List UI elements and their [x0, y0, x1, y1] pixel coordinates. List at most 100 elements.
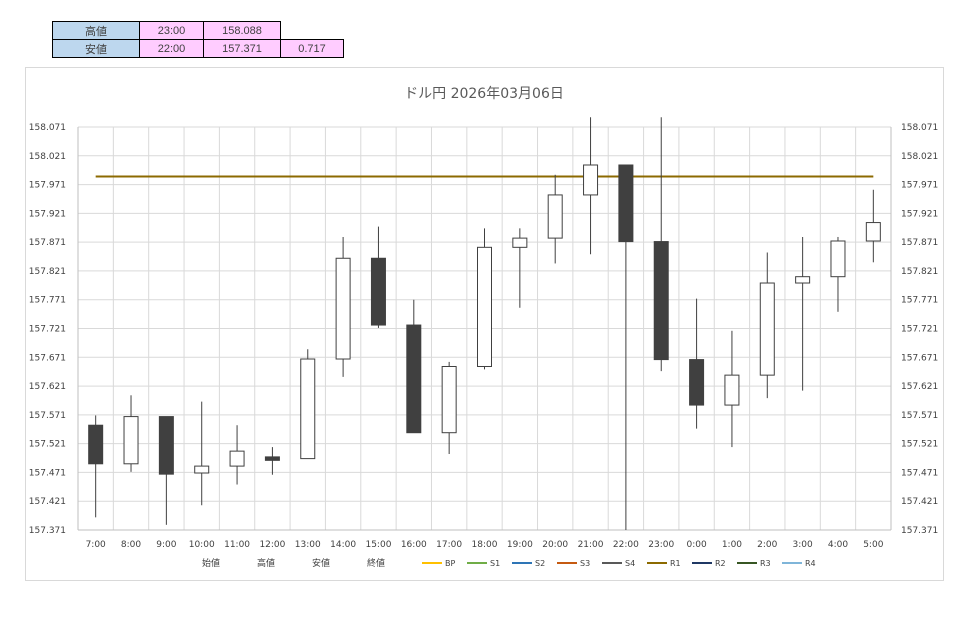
y-tick-label-right: 157.671	[901, 353, 938, 363]
y-tick-label-left: 157.871	[29, 238, 66, 248]
y-tick-label-right: 158.071	[901, 123, 938, 133]
y-tick-label-right: 157.471	[901, 468, 938, 478]
y-tick-label-right: 157.871	[901, 238, 938, 248]
candle-body	[194, 465, 210, 474]
y-tick-label-right: 157.521	[901, 440, 938, 450]
candle-body	[335, 257, 351, 360]
legend-label-s1: S1	[490, 559, 500, 568]
high-time-cell: 23:00	[139, 21, 204, 40]
x-tick-label: 18:00	[472, 540, 498, 550]
y-tick-label-right: 157.371	[901, 526, 938, 536]
legend-label: 高値	[257, 557, 275, 569]
candle-body	[653, 241, 669, 361]
y-tick-label-left: 157.771	[29, 296, 66, 306]
y-tick-label-right: 157.721	[901, 325, 938, 335]
x-tick-label: 10:00	[189, 540, 215, 550]
y-tick-label-left: 158.021	[29, 152, 66, 162]
candle-body	[441, 365, 457, 434]
candle-body	[547, 194, 563, 239]
y-tick-label-right: 157.571	[901, 411, 938, 421]
candle-body	[300, 358, 316, 460]
candle-body	[264, 456, 280, 461]
y-tick-label-left: 157.721	[29, 325, 66, 335]
legend-label-r2: R2	[715, 559, 726, 568]
x-tick-label: 19:00	[507, 540, 533, 550]
x-tick-label: 1:00	[722, 540, 742, 550]
y-tick-label-right: 158.021	[901, 152, 938, 162]
x-tick-label: 3:00	[793, 540, 813, 550]
low-value-cell: 157.371	[203, 39, 281, 58]
x-tick-label: 13:00	[295, 540, 321, 550]
y-tick-label-left: 157.821	[29, 267, 66, 277]
y-tick-label-left: 157.471	[29, 468, 66, 478]
candle-body	[158, 416, 174, 475]
candle-body	[512, 237, 528, 248]
candle-body	[689, 359, 705, 406]
x-tick-label: 14:00	[330, 540, 356, 550]
y-tick-label-left: 157.971	[29, 181, 66, 191]
y-tick-label-left: 157.671	[29, 353, 66, 363]
legend-label-r1: R1	[670, 559, 681, 568]
legend-label-s4: S4	[625, 559, 635, 568]
candle-body	[229, 450, 245, 467]
x-tick-label: 23:00	[648, 540, 674, 550]
x-tick-label: 17:00	[436, 540, 462, 550]
x-tick-label: 22:00	[613, 540, 639, 550]
high-value-cell: 158.088	[203, 21, 281, 40]
x-tick-label: 9:00	[156, 540, 176, 550]
summary-row-low: 安値 22:00 157.371 0.717	[52, 39, 344, 58]
y-tick-label-right: 157.771	[901, 296, 938, 306]
x-tick-label: 16:00	[401, 540, 427, 550]
empty-cell	[281, 22, 344, 40]
y-tick-label-left: 157.371	[29, 526, 66, 536]
candle-body	[724, 374, 740, 406]
candle-body	[795, 276, 811, 284]
y-tick-label-left: 157.621	[29, 382, 66, 392]
y-tick-label-right: 157.921	[901, 209, 938, 219]
candle-body	[370, 257, 386, 326]
x-tick-label: 21:00	[578, 540, 604, 550]
x-tick-label: 12:00	[259, 540, 285, 550]
legend-label: 始値	[202, 557, 220, 569]
legend-label: 安値	[312, 557, 330, 569]
y-tick-label-right: 157.821	[901, 267, 938, 277]
x-tick-label: 7:00	[86, 540, 106, 550]
candlestick-chart: ドル円 2026年03月06日 158.071 158.071 158.021 158…	[29, 86, 938, 569]
legend-label-s2: S2	[535, 559, 545, 568]
legend-label: 終値	[367, 557, 385, 569]
candle-body	[618, 164, 634, 243]
y-tick-label-left: 158.071	[29, 123, 66, 133]
x-tick-label: 15:00	[365, 540, 391, 550]
high-label-cell: 高値	[52, 21, 140, 40]
x-tick-label: 2:00	[757, 540, 777, 550]
candle-body	[583, 164, 599, 196]
legend-label-bp: BP	[445, 559, 455, 568]
candle-body	[123, 416, 139, 465]
legend-label-r4: R4	[805, 559, 816, 568]
legend-label-r3: R3	[760, 559, 771, 568]
x-tick-label: 0:00	[686, 540, 706, 550]
legend-label-s3: S3	[580, 559, 590, 568]
y-tick-label-left: 157.521	[29, 440, 66, 450]
low-label-cell: 安値	[52, 39, 140, 58]
x-tick-label: 11:00	[224, 540, 250, 550]
x-tick-label: 20:00	[542, 540, 568, 550]
y-tick-label-right: 157.971	[901, 181, 938, 191]
candle-body	[477, 246, 492, 367]
candle-body	[759, 282, 775, 376]
x-tick-label: 8:00	[121, 540, 141, 550]
y-tick-label-left: 157.421	[29, 497, 66, 507]
x-tick-label: 5:00	[863, 540, 883, 550]
chart-area: ドル円 2026年03月06日 158.071 158.071 158.021 158…	[25, 67, 944, 581]
high-low-summary-table: 高値 23:00 158.088 安値 22:00 157.371 0.717	[52, 21, 344, 58]
y-tick-label-right: 157.421	[901, 497, 938, 507]
summary-row-high: 高値 23:00 158.088	[52, 21, 344, 40]
x-tick-label: 4:00	[828, 540, 848, 550]
candle-body	[88, 424, 104, 465]
candle-body	[865, 222, 881, 242]
y-tick-label-left: 157.921	[29, 209, 66, 219]
range-value-cell: 0.717	[280, 39, 344, 58]
chart-title: ドル円 2026年03月06日	[404, 86, 564, 102]
low-time-cell: 22:00	[139, 39, 204, 58]
y-tick-label-right: 157.621	[901, 382, 938, 392]
